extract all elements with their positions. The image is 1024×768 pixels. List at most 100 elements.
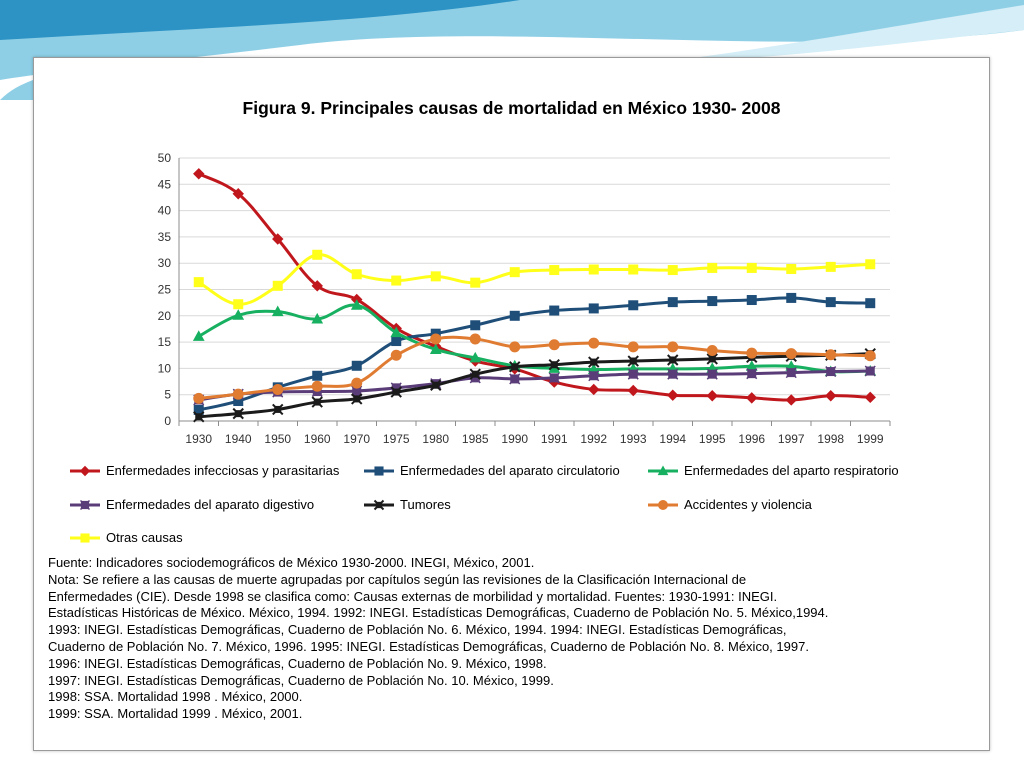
data-point <box>390 326 403 338</box>
data-point <box>548 339 560 351</box>
data-point <box>193 277 204 288</box>
data-point <box>470 277 481 288</box>
data-point <box>785 348 797 360</box>
data-point <box>192 330 205 341</box>
data-point <box>312 249 323 260</box>
data-point <box>825 297 836 308</box>
data-point <box>667 341 679 353</box>
data-point <box>469 368 481 380</box>
data-point-cross <box>706 368 718 380</box>
data-point <box>312 370 323 381</box>
data-point <box>706 390 718 402</box>
y-tick-label: 40 <box>158 204 172 218</box>
data-point-cross <box>373 499 385 510</box>
legend-label: Enfermedades del aparato circulatorio <box>400 463 620 478</box>
data-point <box>628 300 639 311</box>
data-point <box>825 349 837 361</box>
data-point <box>706 368 718 380</box>
data-point <box>864 350 876 362</box>
data-point <box>271 305 284 317</box>
y-tick-label: 50 <box>158 151 172 165</box>
legend-swatch <box>364 499 394 510</box>
data-point <box>627 341 639 353</box>
footnote-line: 1996: INEGI. Estadísticas Demográficas, … <box>48 655 547 671</box>
data-point-cross <box>588 356 600 368</box>
background-wave <box>700 5 1024 57</box>
data-point <box>193 392 205 404</box>
footnote-line: Estadísticas Históricas de México. Méxic… <box>48 605 829 621</box>
chart-legend: Enfermedades infecciosas y parasitarias E… <box>34 58 989 545</box>
x-tick-label: 1992 <box>580 432 607 446</box>
data-point <box>193 168 205 180</box>
data-point <box>390 349 402 361</box>
x-tick-label: 1998 <box>817 432 844 446</box>
y-tick-label: 0 <box>164 414 171 428</box>
x-tick-label: 1975 <box>383 432 410 446</box>
data-point <box>549 305 560 316</box>
chart-footnote: Fuente: Indicadores sociodemográficos de… <box>48 555 978 723</box>
legend-swatch <box>648 499 678 510</box>
data-point-cross <box>548 359 560 371</box>
data-point <box>588 264 599 275</box>
data-point <box>79 499 91 510</box>
data-point <box>627 355 639 367</box>
data-point <box>548 372 560 384</box>
data-point-cross <box>272 403 284 416</box>
data-point <box>232 388 244 400</box>
data-point <box>272 383 284 395</box>
x-tick-label: 1995 <box>699 432 726 446</box>
legend-swatch <box>648 464 678 475</box>
footnote-line: Fuente: Indicadores sociodemográficos de… <box>48 555 535 570</box>
data-point <box>785 394 797 406</box>
data-point <box>373 499 385 510</box>
x-tick-label: 1993 <box>620 432 647 446</box>
data-point-cross <box>864 365 876 377</box>
x-tick-label: 1930 <box>185 432 212 446</box>
chart-panel: Figura 9. Principales causas de mortalid… <box>33 57 990 751</box>
data-point <box>865 298 876 309</box>
data-point-cross <box>509 373 521 385</box>
data-point <box>391 336 402 347</box>
data-point <box>430 333 442 345</box>
data-point <box>667 368 679 380</box>
data-point <box>430 379 442 391</box>
data-point <box>311 396 323 408</box>
x-tick-label: 1997 <box>778 432 805 446</box>
data-point-cross <box>825 366 837 378</box>
data-point <box>469 351 482 363</box>
data-point <box>786 292 797 303</box>
legend-item: Enfermedades del aparato digestivo <box>70 497 314 512</box>
data-point <box>588 370 600 382</box>
footnote-line: 1998: SSA. Mortalidad 1998 . México, 200… <box>48 689 303 705</box>
x-tick-label: 1985 <box>462 432 489 446</box>
legend-item: Enfermedades del aparato circulatorio <box>364 463 620 478</box>
data-point <box>193 411 205 423</box>
legend-item: Accidentes y violencia <box>648 497 812 512</box>
data-point <box>509 373 521 385</box>
data-point <box>667 389 679 401</box>
series-line <box>198 303 871 374</box>
y-tick-label: 30 <box>158 256 172 270</box>
data-point <box>80 532 90 543</box>
data-point-cross <box>79 499 91 510</box>
legend-item: Tumores <box>364 497 451 512</box>
data-point <box>232 407 244 420</box>
data-point <box>628 264 639 275</box>
data-point <box>272 280 283 291</box>
legend-swatch <box>70 465 100 476</box>
footnote-line: 1993: INEGI. Estadísticas Demográficas, … <box>48 622 787 638</box>
series-0 <box>193 168 876 406</box>
data-point-cross <box>627 355 639 367</box>
series-4 <box>193 347 876 423</box>
y-tick-label: 25 <box>158 283 172 297</box>
data-point-cross <box>627 368 639 380</box>
x-tick-label: 1940 <box>225 432 252 446</box>
data-point-cross <box>351 393 363 405</box>
data-point <box>272 403 284 416</box>
data-point-cross <box>548 372 560 384</box>
data-point <box>311 380 323 392</box>
data-point <box>627 368 639 380</box>
data-point <box>658 499 668 510</box>
legend-label: Accidentes y violencia <box>684 497 812 512</box>
x-tick-label: 1994 <box>659 432 686 446</box>
